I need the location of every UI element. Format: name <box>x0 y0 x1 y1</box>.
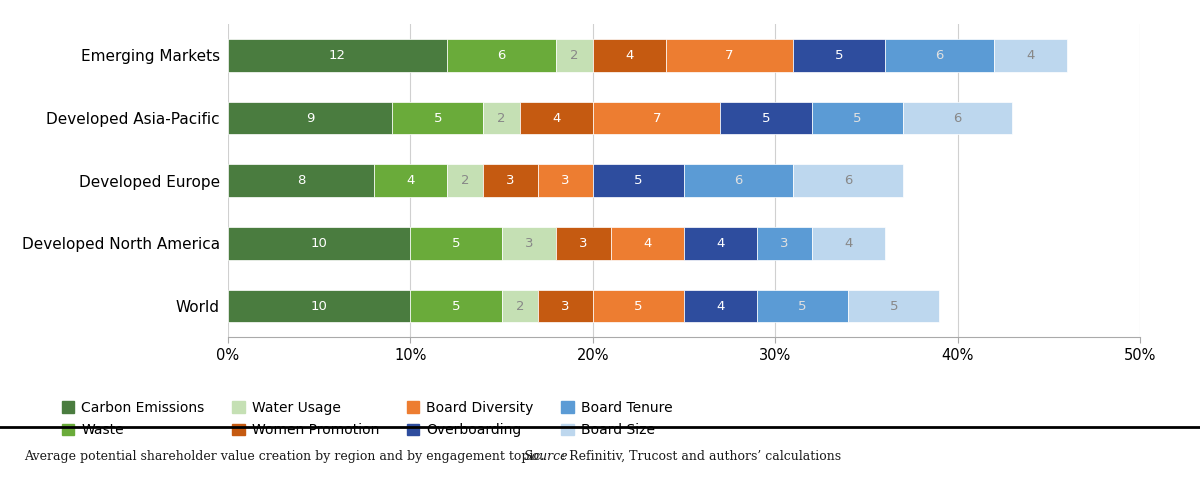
Text: 5: 5 <box>451 237 461 250</box>
Text: 8: 8 <box>296 174 305 187</box>
Text: 6: 6 <box>734 174 743 187</box>
Text: 12: 12 <box>329 49 346 62</box>
Text: : Refinitiv, Trucost and authors’ calculations: : Refinitiv, Trucost and authors’ calcul… <box>560 450 841 463</box>
Text: 7: 7 <box>653 112 661 124</box>
Bar <box>538 164 593 197</box>
Text: 5: 5 <box>634 300 643 312</box>
Bar <box>848 290 940 322</box>
Bar <box>593 290 684 322</box>
Text: 6: 6 <box>954 112 961 124</box>
Text: 4: 4 <box>716 237 725 250</box>
Bar <box>793 164 902 197</box>
Text: 2: 2 <box>461 174 469 187</box>
Bar <box>484 164 538 197</box>
Bar <box>484 102 520 134</box>
Text: 2: 2 <box>497 112 506 124</box>
Bar <box>374 164 446 197</box>
Text: 4: 4 <box>643 237 652 250</box>
Text: 4: 4 <box>552 112 560 124</box>
Bar <box>410 290 502 322</box>
Text: 6: 6 <box>935 49 943 62</box>
Text: 4: 4 <box>844 237 852 250</box>
Bar <box>994 39 1067 72</box>
Text: 6: 6 <box>844 174 852 187</box>
Bar <box>392 102 484 134</box>
Text: 10: 10 <box>311 300 328 312</box>
Bar <box>520 102 593 134</box>
Bar <box>611 227 684 260</box>
Legend: Carbon Emissions, Waste, Water Usage, Women Promotion, Board Diversity, Overboar: Carbon Emissions, Waste, Water Usage, Wo… <box>61 401 672 437</box>
Text: 3: 3 <box>562 300 570 312</box>
Bar <box>502 227 557 260</box>
Text: 7: 7 <box>725 49 734 62</box>
Text: 5: 5 <box>451 300 461 312</box>
Bar <box>902 102 1013 134</box>
Bar <box>228 227 410 260</box>
Text: 5: 5 <box>889 300 898 312</box>
Text: 4: 4 <box>1026 49 1034 62</box>
Text: Average potential shareholder value creation by region and by engagement topic.: Average potential shareholder value crea… <box>24 450 548 463</box>
Text: 2: 2 <box>516 300 524 312</box>
Bar <box>666 39 793 72</box>
Bar <box>410 227 502 260</box>
Bar <box>228 39 446 72</box>
Bar <box>538 290 593 322</box>
Bar <box>593 102 720 134</box>
Bar <box>684 227 757 260</box>
Text: 4: 4 <box>716 300 725 312</box>
Bar <box>446 39 557 72</box>
Bar <box>228 102 392 134</box>
Text: 3: 3 <box>562 174 570 187</box>
Text: 5: 5 <box>433 112 442 124</box>
Text: 3: 3 <box>580 237 588 250</box>
Bar <box>593 39 666 72</box>
Text: 5: 5 <box>853 112 862 124</box>
Text: 5: 5 <box>762 112 770 124</box>
Text: 10: 10 <box>311 237 328 250</box>
Bar <box>811 227 884 260</box>
Bar <box>793 39 884 72</box>
Text: 5: 5 <box>798 300 806 312</box>
Text: 2: 2 <box>570 49 578 62</box>
Text: 5: 5 <box>634 174 643 187</box>
Bar <box>502 290 538 322</box>
Bar <box>593 164 684 197</box>
Bar <box>684 290 757 322</box>
Bar <box>720 102 811 134</box>
Bar <box>811 102 902 134</box>
Text: 6: 6 <box>498 49 505 62</box>
Text: 3: 3 <box>506 174 515 187</box>
Bar <box>557 227 611 260</box>
Bar <box>228 290 410 322</box>
Text: 3: 3 <box>524 237 533 250</box>
Text: 4: 4 <box>625 49 634 62</box>
Text: 9: 9 <box>306 112 314 124</box>
Bar <box>757 227 811 260</box>
Text: 5: 5 <box>835 49 844 62</box>
Bar <box>757 290 848 322</box>
Text: Source: Source <box>523 450 568 463</box>
Bar <box>684 164 793 197</box>
Bar <box>446 164 484 197</box>
Text: 4: 4 <box>407 174 414 187</box>
Bar <box>884 39 994 72</box>
Bar <box>228 164 374 197</box>
Text: 3: 3 <box>780 237 788 250</box>
Bar <box>557 39 593 72</box>
